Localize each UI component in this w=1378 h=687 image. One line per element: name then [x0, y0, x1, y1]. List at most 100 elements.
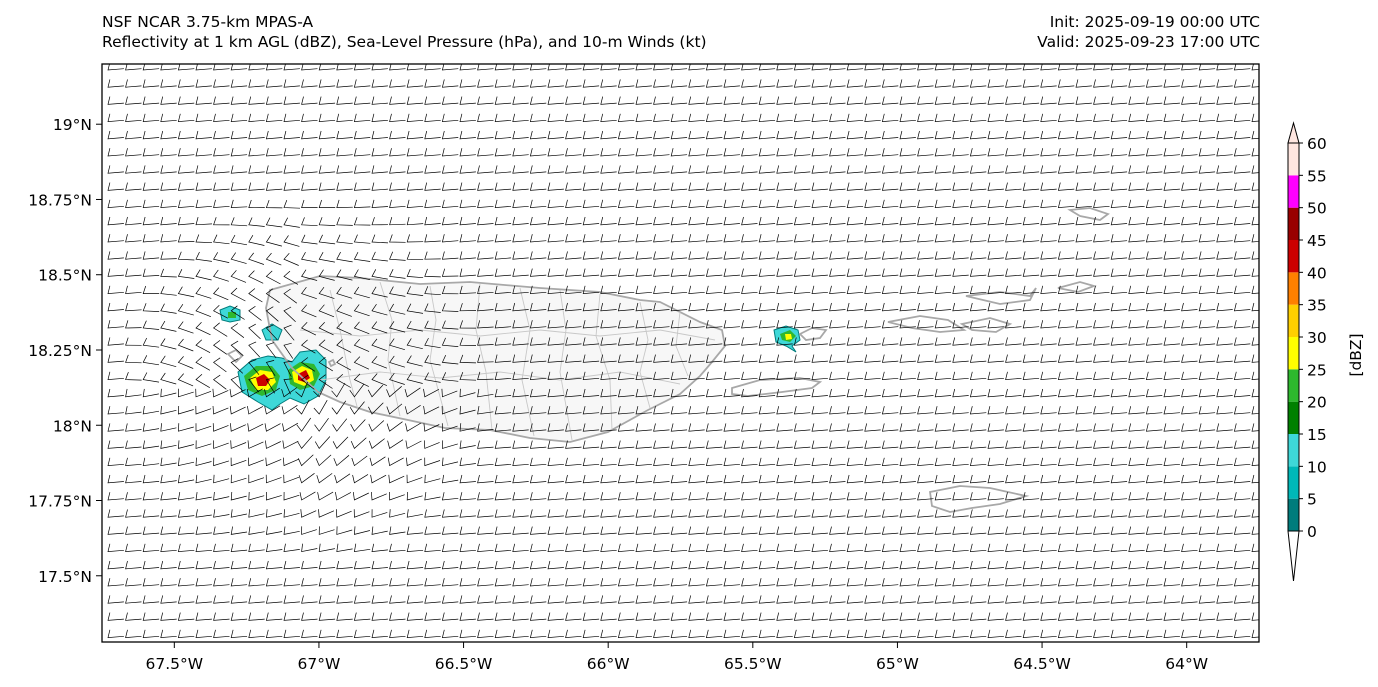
wind-barb [177, 113, 195, 122]
wind-barb [846, 148, 864, 157]
wind-barb [125, 337, 142, 346]
wind-barb [297, 436, 313, 449]
wind-barb [125, 113, 142, 122]
wind-barb [336, 321, 352, 335]
wind-barb [177, 64, 195, 71]
wind-barb [565, 354, 582, 363]
wind-barb [934, 199, 952, 208]
wind-barb [1198, 612, 1216, 621]
lon-tick-label: 64°W [1165, 655, 1208, 673]
wind-barb [336, 629, 353, 638]
wind-barb [600, 440, 617, 449]
wind-barb [370, 474, 387, 484]
wind-barb [441, 372, 459, 382]
wind-barb [142, 492, 160, 501]
wind-barb [477, 457, 494, 466]
wind-barb [160, 629, 177, 638]
wind-barb [336, 286, 353, 299]
wind-barb [565, 423, 582, 432]
wind-barb [477, 406, 494, 415]
wind-barb [829, 629, 846, 638]
wind-barb [125, 492, 142, 501]
wind-barb [125, 612, 142, 621]
wind-barb [512, 165, 529, 174]
wind-barb [1251, 130, 1259, 140]
wind-barb [635, 234, 652, 243]
wind-barb [1040, 96, 1057, 105]
wind-barb [969, 130, 987, 140]
wind-barb [512, 79, 529, 88]
wind-barb [758, 629, 776, 638]
wind-barb [741, 578, 758, 587]
wind-barb [635, 595, 652, 604]
wind-barb [459, 354, 477, 364]
wind-barb [441, 182, 459, 191]
wind-barb [1216, 79, 1233, 88]
wind-barb [1075, 268, 1092, 277]
wind-barb [142, 148, 160, 157]
wind-barb [776, 251, 793, 260]
wind-barb [389, 612, 406, 621]
wind-barb [934, 612, 952, 621]
wind-barb [1216, 337, 1233, 346]
wind-barb [301, 526, 317, 535]
wind-barb [387, 439, 404, 449]
wind-barb [404, 387, 421, 398]
wind-barb [301, 182, 318, 191]
wind-barb [195, 578, 212, 587]
wind-barb [952, 560, 969, 570]
wind-barb [477, 268, 494, 277]
wind-barb [793, 199, 811, 208]
wind-barb [741, 302, 758, 312]
wind-barb [1110, 406, 1128, 415]
wind-barb [389, 543, 406, 552]
wind-barb [387, 457, 404, 467]
wind-barb [1110, 320, 1128, 329]
wind-barb [1128, 371, 1145, 380]
wind-barb [688, 148, 705, 157]
wind-barb [776, 509, 793, 518]
wind-barb [1233, 406, 1251, 415]
wind-barb [1233, 320, 1251, 329]
wind-barb [142, 595, 160, 604]
wind-barb [213, 560, 230, 570]
wind-barb [1251, 337, 1259, 346]
wind-barb [952, 406, 969, 415]
wind-barb [635, 406, 652, 415]
wind-barb [565, 113, 582, 122]
wind-barb [793, 474, 811, 484]
wind-barb [1022, 148, 1040, 157]
wind-barb [688, 130, 705, 140]
wind-barb [653, 440, 670, 449]
wind-barb [459, 595, 476, 604]
wind-barb [600, 526, 617, 535]
wind-barb [1093, 320, 1110, 329]
wind-barb [248, 270, 264, 284]
wind-barb [424, 96, 441, 105]
wind-barb [318, 374, 333, 389]
land-group [266, 276, 725, 442]
wind-barb [1057, 130, 1075, 140]
wind-barb [1233, 199, 1251, 208]
wind-barb [670, 113, 688, 122]
wind-barb [758, 492, 776, 501]
wind-barb [494, 354, 512, 363]
wind-barb [653, 96, 670, 105]
wind-barb [653, 629, 670, 638]
wind-barb [477, 578, 494, 587]
wind-barb [829, 130, 846, 140]
wind-barb [142, 268, 160, 277]
wind-barb [653, 182, 670, 191]
wind-barb [1075, 457, 1092, 466]
wind-barb [969, 216, 987, 226]
wind-barb [600, 406, 617, 415]
wind-barb [494, 182, 512, 191]
wind-barb [318, 321, 334, 336]
wind-barb [741, 509, 758, 518]
wind-barb [776, 79, 793, 88]
wind-barb [1075, 199, 1092, 208]
wind-barb [1198, 423, 1216, 432]
wind-barb [723, 492, 740, 501]
wind-barb [353, 79, 371, 88]
wind-barb [301, 304, 317, 318]
